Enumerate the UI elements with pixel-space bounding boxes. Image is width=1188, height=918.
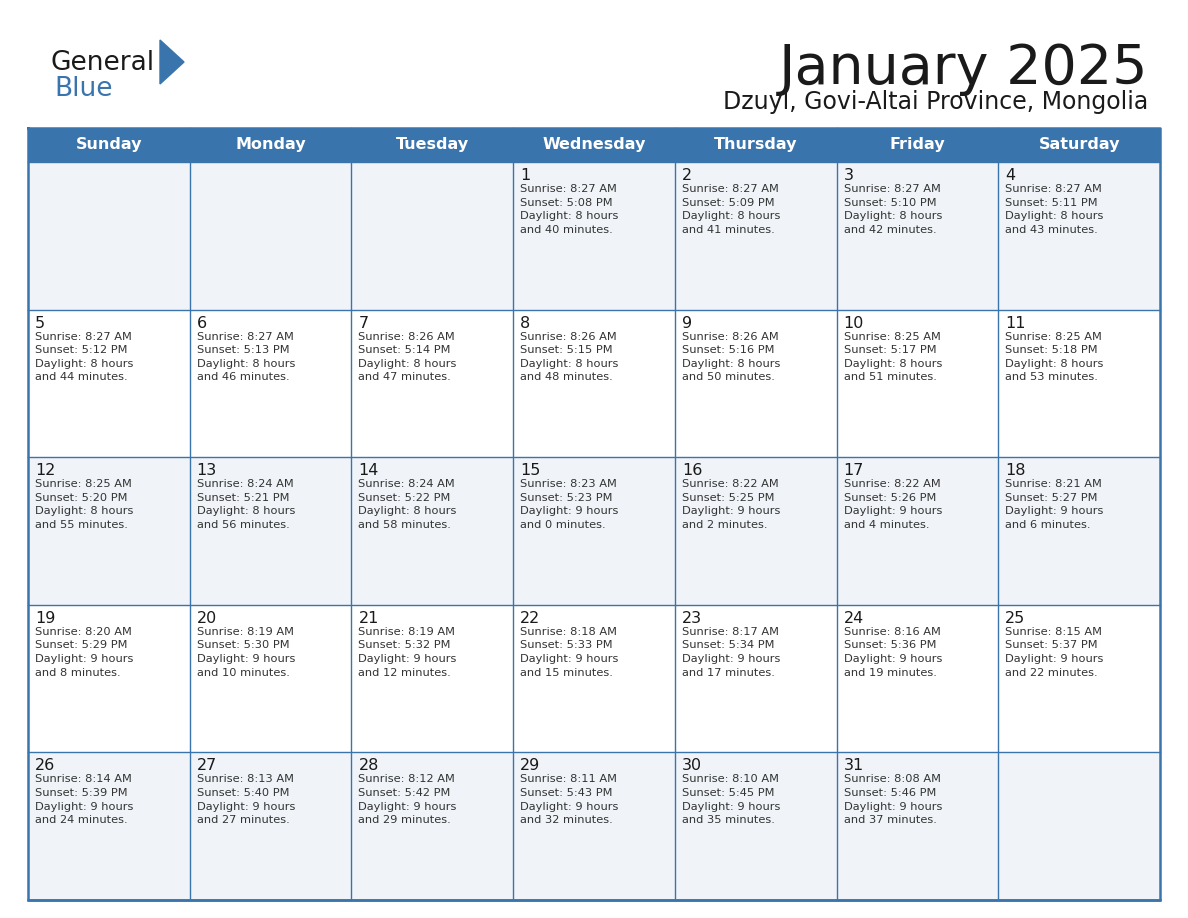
Text: 24: 24 [843,610,864,626]
Text: Wednesday: Wednesday [542,138,646,152]
Text: Sunrise: 8:27 AM
Sunset: 5:11 PM
Daylight: 8 hours
and 43 minutes.: Sunrise: 8:27 AM Sunset: 5:11 PM Dayligh… [1005,184,1104,235]
Text: Sunday: Sunday [76,138,143,152]
Text: 3: 3 [843,168,853,183]
Text: 16: 16 [682,464,702,478]
Text: Sunrise: 8:21 AM
Sunset: 5:27 PM
Daylight: 9 hours
and 6 minutes.: Sunrise: 8:21 AM Sunset: 5:27 PM Dayligh… [1005,479,1104,530]
Text: 22: 22 [520,610,541,626]
Text: Sunrise: 8:22 AM
Sunset: 5:25 PM
Daylight: 9 hours
and 2 minutes.: Sunrise: 8:22 AM Sunset: 5:25 PM Dayligh… [682,479,781,530]
Text: Sunrise: 8:25 AM
Sunset: 5:17 PM
Daylight: 8 hours
and 51 minutes.: Sunrise: 8:25 AM Sunset: 5:17 PM Dayligh… [843,331,942,383]
Text: Dzuyl, Govi-Altai Province, Mongolia: Dzuyl, Govi-Altai Province, Mongolia [722,90,1148,114]
Bar [29,605,1159,753]
Text: 27: 27 [197,758,217,773]
Bar [29,128,1159,162]
Text: Sunrise: 8:27 AM
Sunset: 5:09 PM
Daylight: 8 hours
and 41 minutes.: Sunrise: 8:27 AM Sunset: 5:09 PM Dayligh… [682,184,781,235]
Text: 29: 29 [520,758,541,773]
Text: Sunrise: 8:24 AM
Sunset: 5:22 PM
Daylight: 8 hours
and 58 minutes.: Sunrise: 8:24 AM Sunset: 5:22 PM Dayligh… [359,479,457,530]
Text: 23: 23 [682,610,702,626]
Text: Sunrise: 8:26 AM
Sunset: 5:14 PM
Daylight: 8 hours
and 47 minutes.: Sunrise: 8:26 AM Sunset: 5:14 PM Dayligh… [359,331,457,383]
Text: Sunrise: 8:15 AM
Sunset: 5:37 PM
Daylight: 9 hours
and 22 minutes.: Sunrise: 8:15 AM Sunset: 5:37 PM Dayligh… [1005,627,1104,677]
Text: Sunrise: 8:25 AM
Sunset: 5:20 PM
Daylight: 8 hours
and 55 minutes.: Sunrise: 8:25 AM Sunset: 5:20 PM Dayligh… [34,479,133,530]
Text: Sunrise: 8:26 AM
Sunset: 5:15 PM
Daylight: 8 hours
and 48 minutes.: Sunrise: 8:26 AM Sunset: 5:15 PM Dayligh… [520,331,619,383]
Text: 5: 5 [34,316,45,330]
Text: Sunrise: 8:19 AM
Sunset: 5:32 PM
Daylight: 9 hours
and 12 minutes.: Sunrise: 8:19 AM Sunset: 5:32 PM Dayligh… [359,627,457,677]
Bar [29,309,1159,457]
Text: Sunrise: 8:16 AM
Sunset: 5:36 PM
Daylight: 9 hours
and 19 minutes.: Sunrise: 8:16 AM Sunset: 5:36 PM Dayligh… [843,627,942,677]
Text: 17: 17 [843,464,864,478]
Text: Tuesday: Tuesday [396,138,469,152]
Text: 10: 10 [843,316,864,330]
Text: 11: 11 [1005,316,1025,330]
Text: Sunrise: 8:22 AM
Sunset: 5:26 PM
Daylight: 9 hours
and 4 minutes.: Sunrise: 8:22 AM Sunset: 5:26 PM Dayligh… [843,479,942,530]
Text: 2: 2 [682,168,691,183]
Text: Sunrise: 8:27 AM
Sunset: 5:12 PM
Daylight: 8 hours
and 44 minutes.: Sunrise: 8:27 AM Sunset: 5:12 PM Dayligh… [34,331,133,383]
Text: 4: 4 [1005,168,1016,183]
Text: Sunrise: 8:24 AM
Sunset: 5:21 PM
Daylight: 8 hours
and 56 minutes.: Sunrise: 8:24 AM Sunset: 5:21 PM Dayligh… [197,479,295,530]
Text: 21: 21 [359,610,379,626]
Text: Sunrise: 8:27 AM
Sunset: 5:08 PM
Daylight: 8 hours
and 40 minutes.: Sunrise: 8:27 AM Sunset: 5:08 PM Dayligh… [520,184,619,235]
Text: Sunrise: 8:27 AM
Sunset: 5:10 PM
Daylight: 8 hours
and 42 minutes.: Sunrise: 8:27 AM Sunset: 5:10 PM Dayligh… [843,184,942,235]
Text: 20: 20 [197,610,217,626]
Text: Sunrise: 8:18 AM
Sunset: 5:33 PM
Daylight: 9 hours
and 15 minutes.: Sunrise: 8:18 AM Sunset: 5:33 PM Dayligh… [520,627,619,677]
Text: Sunrise: 8:08 AM
Sunset: 5:46 PM
Daylight: 9 hours
and 37 minutes.: Sunrise: 8:08 AM Sunset: 5:46 PM Dayligh… [843,775,942,825]
Text: 31: 31 [843,758,864,773]
Text: Friday: Friday [890,138,946,152]
Text: 7: 7 [359,316,368,330]
Bar [29,753,1159,900]
Text: 25: 25 [1005,610,1025,626]
Text: Blue: Blue [53,76,113,102]
Text: 18: 18 [1005,464,1025,478]
Text: 30: 30 [682,758,702,773]
Text: Sunrise: 8:10 AM
Sunset: 5:45 PM
Daylight: 9 hours
and 35 minutes.: Sunrise: 8:10 AM Sunset: 5:45 PM Dayligh… [682,775,781,825]
Text: 19: 19 [34,610,56,626]
Text: Sunrise: 8:26 AM
Sunset: 5:16 PM
Daylight: 8 hours
and 50 minutes.: Sunrise: 8:26 AM Sunset: 5:16 PM Dayligh… [682,331,781,383]
Text: January 2025: January 2025 [778,42,1148,96]
Text: 26: 26 [34,758,56,773]
Text: 1: 1 [520,168,530,183]
Text: Thursday: Thursday [714,138,797,152]
Text: Sunrise: 8:20 AM
Sunset: 5:29 PM
Daylight: 9 hours
and 8 minutes.: Sunrise: 8:20 AM Sunset: 5:29 PM Dayligh… [34,627,133,677]
Text: 8: 8 [520,316,530,330]
Text: Monday: Monday [235,138,305,152]
Text: Sunrise: 8:12 AM
Sunset: 5:42 PM
Daylight: 9 hours
and 29 minutes.: Sunrise: 8:12 AM Sunset: 5:42 PM Dayligh… [359,775,457,825]
Text: General: General [50,50,154,76]
Text: Sunrise: 8:11 AM
Sunset: 5:43 PM
Daylight: 9 hours
and 32 minutes.: Sunrise: 8:11 AM Sunset: 5:43 PM Dayligh… [520,775,619,825]
Text: Sunrise: 8:13 AM
Sunset: 5:40 PM
Daylight: 9 hours
and 27 minutes.: Sunrise: 8:13 AM Sunset: 5:40 PM Dayligh… [197,775,295,825]
Text: Sunrise: 8:25 AM
Sunset: 5:18 PM
Daylight: 8 hours
and 53 minutes.: Sunrise: 8:25 AM Sunset: 5:18 PM Dayligh… [1005,331,1104,383]
Polygon shape [160,40,184,84]
Text: 28: 28 [359,758,379,773]
Text: Saturday: Saturday [1038,138,1120,152]
Text: Sunrise: 8:17 AM
Sunset: 5:34 PM
Daylight: 9 hours
and 17 minutes.: Sunrise: 8:17 AM Sunset: 5:34 PM Dayligh… [682,627,781,677]
Text: Sunrise: 8:19 AM
Sunset: 5:30 PM
Daylight: 9 hours
and 10 minutes.: Sunrise: 8:19 AM Sunset: 5:30 PM Dayligh… [197,627,295,677]
Text: 13: 13 [197,464,217,478]
Text: 12: 12 [34,464,56,478]
Text: 14: 14 [359,464,379,478]
Text: Sunrise: 8:23 AM
Sunset: 5:23 PM
Daylight: 9 hours
and 0 minutes.: Sunrise: 8:23 AM Sunset: 5:23 PM Dayligh… [520,479,619,530]
Text: 9: 9 [682,316,691,330]
Text: Sunrise: 8:27 AM
Sunset: 5:13 PM
Daylight: 8 hours
and 46 minutes.: Sunrise: 8:27 AM Sunset: 5:13 PM Dayligh… [197,331,295,383]
Text: Sunrise: 8:14 AM
Sunset: 5:39 PM
Daylight: 9 hours
and 24 minutes.: Sunrise: 8:14 AM Sunset: 5:39 PM Dayligh… [34,775,133,825]
Bar [29,457,1159,605]
Bar [29,162,1159,309]
Text: 6: 6 [197,316,207,330]
Text: 15: 15 [520,464,541,478]
